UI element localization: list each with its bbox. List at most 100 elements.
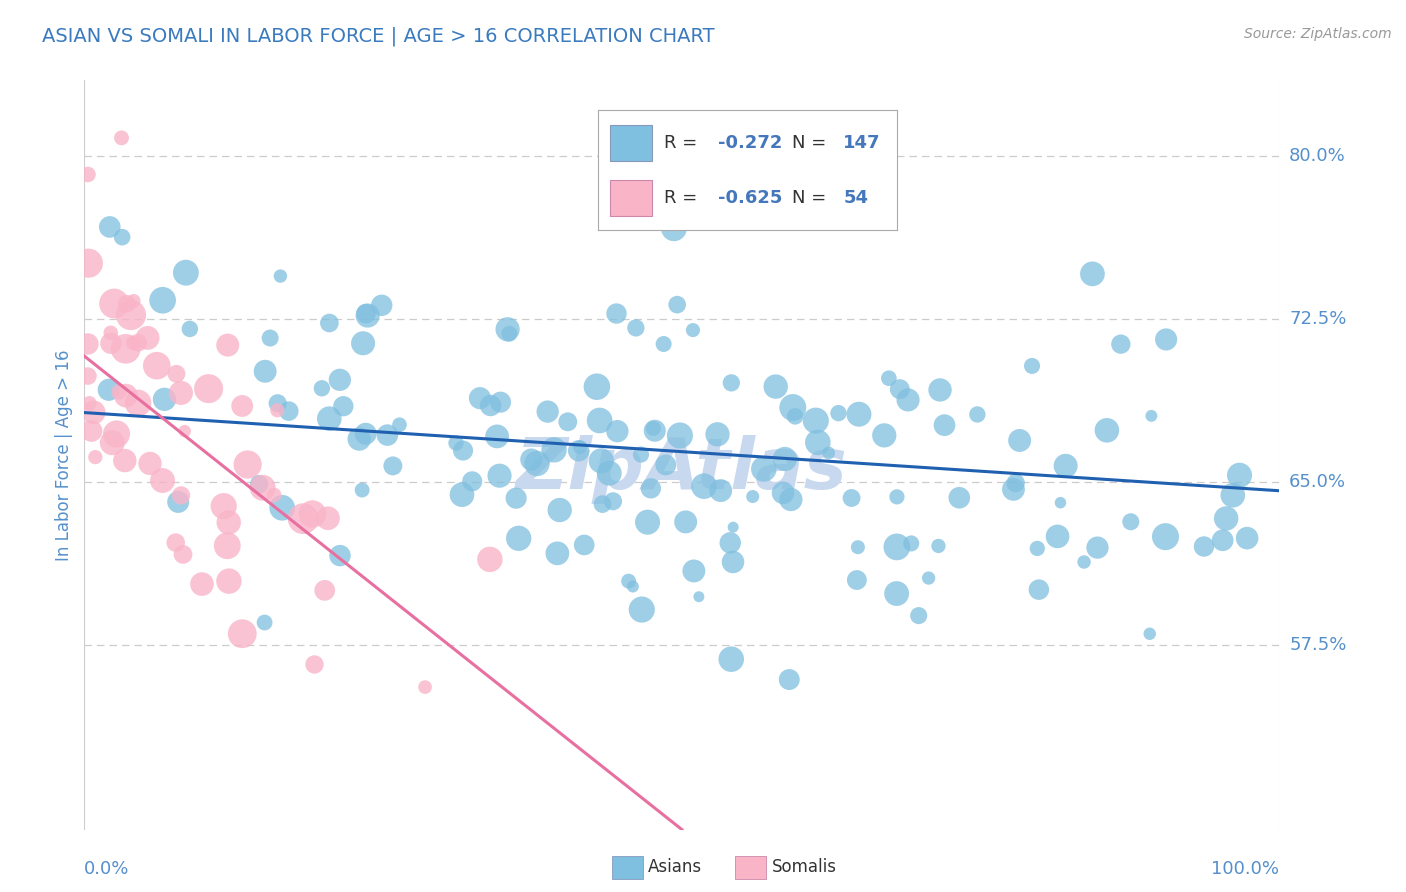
Point — [886, 540, 908, 554]
Point — [1046, 529, 1069, 543]
Point — [846, 540, 869, 554]
Point — [329, 373, 352, 387]
Point — [508, 531, 530, 545]
Point — [451, 488, 474, 502]
Point — [139, 457, 162, 471]
Point — [146, 359, 169, 373]
Point — [592, 497, 614, 511]
Point — [79, 396, 101, 410]
Point — [304, 657, 326, 672]
Point — [1087, 541, 1109, 555]
Point — [98, 219, 121, 234]
Point — [266, 403, 288, 417]
Point — [907, 608, 929, 623]
Text: Somalis: Somalis — [772, 858, 837, 877]
Point — [263, 488, 285, 502]
Text: 72.5%: 72.5% — [1289, 310, 1347, 328]
Point — [217, 539, 239, 553]
Text: ASIAN VS SOMALI IN LABOR FORCE | AGE > 16 CORRELATION CHART: ASIAN VS SOMALI IN LABOR FORCE | AGE > 1… — [42, 27, 714, 46]
Point — [526, 457, 548, 471]
Point — [170, 488, 193, 502]
Point — [218, 516, 240, 530]
Text: 57.5%: 57.5% — [1289, 636, 1347, 654]
Point — [669, 428, 692, 442]
Point — [845, 573, 868, 587]
Point — [666, 298, 689, 312]
Point — [1119, 515, 1142, 529]
Text: ZipAtlas: ZipAtlas — [516, 435, 848, 504]
Point — [889, 382, 911, 396]
Point — [773, 452, 796, 467]
Point — [413, 680, 436, 694]
Point — [489, 395, 512, 409]
Point — [706, 427, 728, 442]
Point — [349, 432, 371, 446]
Point — [1109, 337, 1132, 351]
Point — [1215, 511, 1237, 525]
Point — [897, 392, 920, 407]
Text: 0.0%: 0.0% — [84, 860, 129, 878]
Point — [752, 462, 775, 476]
Point — [271, 500, 294, 515]
Point — [778, 673, 800, 687]
Point — [652, 337, 675, 351]
Point — [103, 296, 125, 310]
Point — [496, 322, 519, 336]
Text: Source: ZipAtlas.com: Source: ZipAtlas.com — [1244, 27, 1392, 41]
Point — [461, 475, 484, 489]
Point — [478, 552, 501, 566]
Point — [174, 266, 197, 280]
Point — [643, 421, 665, 435]
Point — [1139, 626, 1161, 640]
Point — [588, 413, 610, 427]
Point — [252, 481, 274, 495]
Point — [1229, 468, 1251, 483]
Point — [637, 515, 659, 529]
Point — [84, 450, 107, 464]
Point — [537, 404, 560, 418]
Point — [1192, 540, 1215, 554]
Point — [675, 515, 697, 529]
Point — [644, 424, 666, 438]
Point — [191, 577, 214, 591]
Point — [606, 424, 628, 438]
Point — [640, 481, 662, 495]
Point — [785, 409, 807, 424]
Point — [120, 308, 142, 322]
Point — [179, 322, 201, 336]
Point — [557, 415, 579, 429]
Point — [121, 335, 143, 350]
Point — [1095, 423, 1118, 437]
Point — [1008, 434, 1031, 448]
Point — [886, 586, 908, 600]
Point — [218, 574, 240, 588]
Point — [1002, 483, 1025, 497]
Point — [848, 407, 870, 421]
Point — [486, 429, 509, 443]
Point — [934, 418, 956, 433]
Point — [505, 491, 527, 505]
Point — [682, 564, 704, 578]
Point — [292, 511, 315, 525]
Point — [1054, 458, 1077, 473]
Point — [247, 477, 270, 491]
Point — [217, 338, 239, 352]
Point — [468, 391, 491, 405]
Point — [77, 369, 100, 384]
Point — [782, 401, 804, 415]
Point — [311, 381, 333, 395]
Point — [451, 443, 474, 458]
Point — [114, 342, 136, 356]
Point — [354, 426, 377, 441]
Point — [114, 453, 136, 467]
Point — [167, 495, 190, 509]
Point — [574, 538, 596, 552]
Point — [827, 406, 849, 420]
Point — [259, 331, 281, 345]
Point — [100, 326, 122, 340]
Point — [488, 468, 510, 483]
Point — [105, 426, 128, 441]
Point — [253, 615, 276, 630]
Point — [927, 539, 949, 553]
Point — [548, 503, 571, 517]
